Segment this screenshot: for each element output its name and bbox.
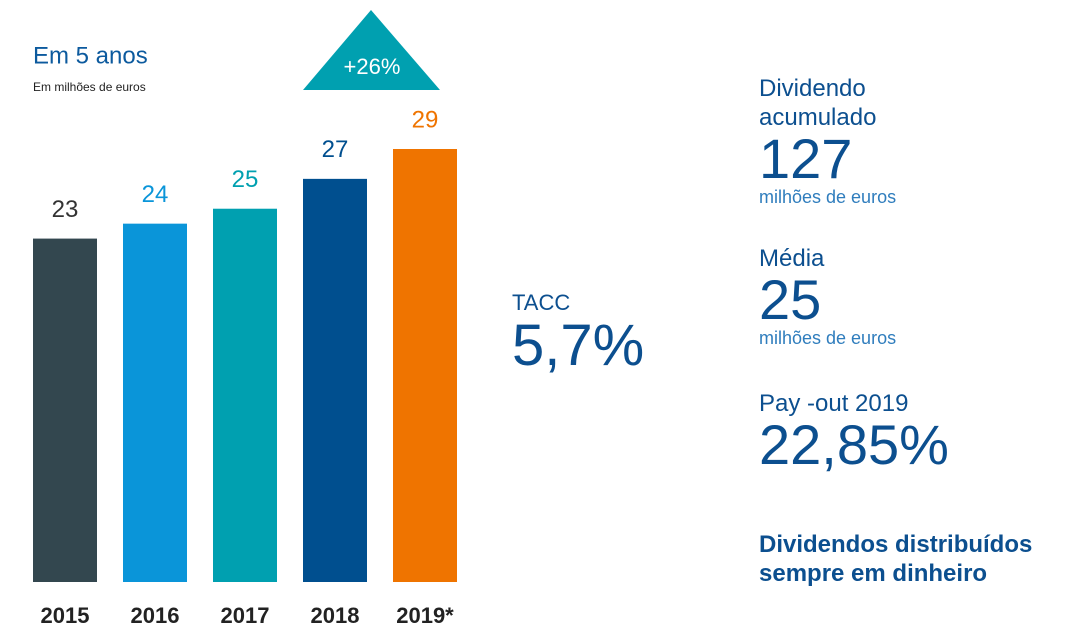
growth-badge xyxy=(303,10,440,90)
bar xyxy=(33,238,97,582)
bar xyxy=(213,208,277,583)
value-label: 24 xyxy=(142,181,169,208)
x-tick-label: 2019* xyxy=(396,603,454,627)
value-label: 25 xyxy=(232,166,259,193)
bar xyxy=(123,223,187,583)
cagr-value: 5,7% xyxy=(512,313,645,378)
stat: Pay -out 2019 22,85% xyxy=(759,389,1019,476)
cagr: TACC 5,7% xyxy=(512,288,644,375)
note: Dividendos distribuídos sempre em dinhei… xyxy=(759,531,1033,587)
stat-unit: milhões de euros xyxy=(759,187,897,207)
growth-label: +26% xyxy=(344,54,401,79)
value-label: 27 xyxy=(322,136,349,163)
stat-unit: milhões de euros xyxy=(759,328,897,348)
cagr-label: TACC xyxy=(512,290,571,315)
stat: Dividendo acumulado 127 milhões de euros xyxy=(759,74,959,208)
x-tick-label: 2017 xyxy=(221,603,270,627)
stat-label: Dividendo acumulado xyxy=(759,75,877,131)
value-label: 29 xyxy=(412,106,439,133)
chart-title: Em 5 anos xyxy=(33,42,148,69)
stat-label: Média xyxy=(759,245,825,272)
bar xyxy=(393,149,457,582)
stat: Média 25 milhões de euros xyxy=(759,244,959,349)
x-tick-label: 2015 xyxy=(41,603,90,627)
stat-value: 22,85% xyxy=(759,413,949,476)
stat-value: 25 xyxy=(759,268,822,331)
value-label: 23 xyxy=(52,196,79,223)
x-tick-label: 2018 xyxy=(311,603,360,627)
chart-subtitle: Em milhões de euros xyxy=(33,80,146,94)
x-tick-label: 2016 xyxy=(131,603,180,627)
stat-value: 127 xyxy=(759,127,853,190)
stat-label: Pay -out 2019 xyxy=(759,390,909,417)
bar xyxy=(303,178,367,583)
